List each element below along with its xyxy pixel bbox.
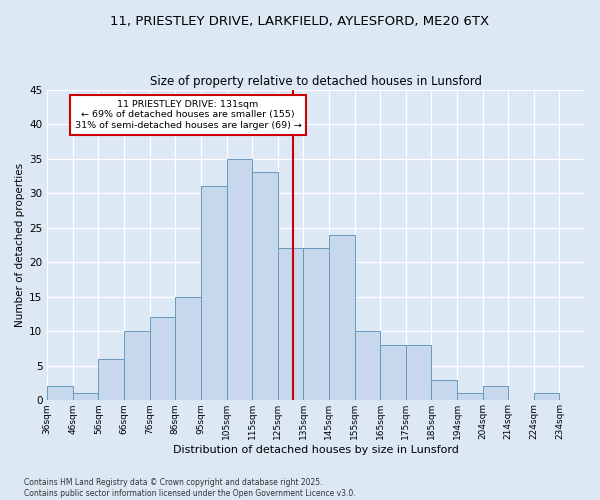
Bar	[482, 386, 508, 400]
Text: 11 PRIESTLEY DRIVE: 131sqm
← 69% of detached houses are smaller (155)
31% of sem: 11 PRIESTLEY DRIVE: 131sqm ← 69% of deta…	[74, 100, 302, 130]
Bar	[73, 394, 98, 400]
Bar	[355, 332, 380, 400]
Bar	[380, 345, 406, 401]
Bar	[457, 394, 482, 400]
Bar	[47, 386, 73, 400]
Y-axis label: Number of detached properties: Number of detached properties	[15, 163, 25, 327]
Bar	[252, 172, 278, 400]
Bar	[431, 380, 457, 400]
Bar	[329, 234, 355, 400]
Bar	[278, 248, 304, 400]
Bar	[150, 318, 175, 400]
Bar	[534, 394, 559, 400]
X-axis label: Distribution of detached houses by size in Lunsford: Distribution of detached houses by size …	[173, 445, 459, 455]
Bar	[124, 332, 150, 400]
Bar	[98, 359, 124, 401]
Bar	[227, 158, 252, 400]
Text: Contains HM Land Registry data © Crown copyright and database right 2025.
Contai: Contains HM Land Registry data © Crown c…	[24, 478, 356, 498]
Bar	[406, 345, 431, 401]
Bar	[304, 248, 329, 400]
Title: Size of property relative to detached houses in Lunsford: Size of property relative to detached ho…	[150, 76, 482, 88]
Text: 11, PRIESTLEY DRIVE, LARKFIELD, AYLESFORD, ME20 6TX: 11, PRIESTLEY DRIVE, LARKFIELD, AYLESFOR…	[110, 15, 490, 28]
Bar	[201, 186, 227, 400]
Bar	[175, 296, 201, 401]
